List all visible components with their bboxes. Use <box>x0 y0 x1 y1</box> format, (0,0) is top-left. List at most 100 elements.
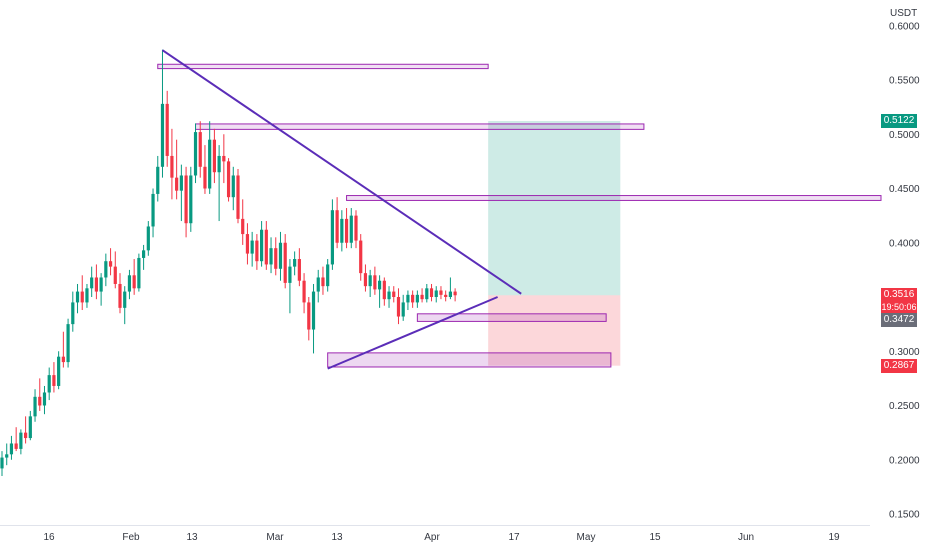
price-tick-label: 0.5000 <box>889 130 920 141</box>
candle-body <box>170 155 174 178</box>
trendlines[interactable] <box>161 49 522 370</box>
candle <box>184 166 188 238</box>
candle-body <box>0 457 4 469</box>
candle <box>19 429 23 455</box>
loss-zone[interactable] <box>488 295 621 366</box>
candle-body <box>90 277 94 289</box>
candle-body <box>19 432 23 449</box>
ascending-trendline[interactable] <box>327 296 498 370</box>
candle-body <box>14 443 18 449</box>
candle-body <box>156 166 160 194</box>
candle <box>94 264 98 300</box>
candle-body <box>236 175 240 219</box>
resistance-zone[interactable] <box>195 123 645 130</box>
candle-body <box>38 396 42 406</box>
candle-body <box>132 275 136 289</box>
candle <box>99 273 103 306</box>
time-axis[interactable]: 16 Feb 13 Mar 13 Apr 17 May 15 Jun 19 <box>43 532 840 543</box>
candle-body <box>255 240 259 262</box>
candle-body <box>448 291 452 297</box>
candle-body <box>113 266 117 284</box>
candle <box>160 49 165 178</box>
support-zone[interactable] <box>327 352 612 368</box>
descending-trendline[interactable] <box>161 49 522 295</box>
candle <box>363 264 368 292</box>
long-position-tool[interactable] <box>488 121 621 366</box>
candle-body <box>57 356 61 386</box>
candle <box>104 253 108 287</box>
resistance-zone[interactable] <box>346 195 882 201</box>
time-tick-label: Feb <box>122 532 140 543</box>
time-tick-label: 13 <box>331 532 343 543</box>
candle <box>47 367 51 401</box>
candle <box>33 389 37 422</box>
candle-body <box>326 264 330 287</box>
candle <box>288 259 292 314</box>
price-tick-label: 0.5500 <box>889 76 920 87</box>
candle-body <box>184 175 188 224</box>
candle <box>90 266 94 297</box>
candle-body <box>439 290 443 295</box>
candle <box>354 210 358 249</box>
candle <box>255 234 259 270</box>
candle <box>5 443 9 466</box>
candle-body <box>85 288 89 303</box>
candle-body <box>142 250 146 258</box>
support-zone[interactable] <box>416 313 607 322</box>
candle <box>203 145 207 194</box>
candle-body <box>61 356 65 363</box>
candle <box>429 283 434 302</box>
candle-body <box>444 294 448 297</box>
candle-body <box>118 283 122 308</box>
candle <box>198 121 202 178</box>
candle <box>434 286 438 303</box>
candle <box>269 237 273 274</box>
candle <box>373 266 377 295</box>
candle-body <box>401 302 405 317</box>
candle-body <box>387 291 391 300</box>
candle-body <box>151 193 155 227</box>
candle-body <box>75 291 80 303</box>
candle-body <box>137 257 141 289</box>
candle <box>378 275 382 308</box>
price-tick-label: 0.6000 <box>889 21 920 32</box>
candle <box>406 290 410 311</box>
candle-body <box>104 261 108 278</box>
candle-body <box>165 103 169 156</box>
price-axis[interactable]: 0.6000 0.5500 0.5000 0.4500 0.4000 0.3000 0.25… <box>889 21 920 520</box>
candle-body <box>99 277 103 292</box>
candle-body <box>123 291 127 308</box>
candle <box>165 90 169 167</box>
candle <box>0 451 4 477</box>
price-tick-label: 0.2000 <box>889 455 920 466</box>
candle <box>245 223 250 265</box>
candle-body <box>434 290 438 297</box>
price-tick-label: 0.2500 <box>889 401 920 412</box>
candle <box>24 416 28 444</box>
candle-body <box>363 273 368 287</box>
resistance-zone[interactable] <box>157 63 489 70</box>
candle-body <box>42 392 47 406</box>
candle <box>123 286 127 325</box>
profit-zone[interactable] <box>488 121 621 296</box>
candle-body <box>396 297 401 317</box>
candle <box>444 290 448 302</box>
candle <box>260 221 264 267</box>
candle <box>170 128 174 200</box>
candle <box>156 155 160 202</box>
time-tick-label: Apr <box>424 532 440 543</box>
candle <box>307 297 311 341</box>
candle-body <box>66 324 70 363</box>
candle <box>420 288 424 303</box>
price-tick-label: 0.3000 <box>889 347 920 358</box>
candle-body <box>349 215 353 243</box>
candle <box>335 197 339 249</box>
candle-body <box>24 432 28 439</box>
support-resistance-zones[interactable] <box>157 63 882 368</box>
candle <box>387 286 391 308</box>
candle <box>142 244 146 270</box>
price-tick-label: 0.4500 <box>889 184 920 195</box>
candle-body <box>368 275 372 287</box>
